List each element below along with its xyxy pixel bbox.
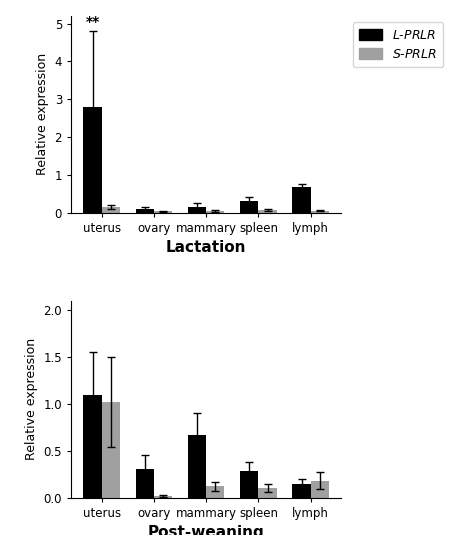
Bar [311,211,329,212]
Y-axis label: Relative expression: Relative expression [25,338,38,460]
Bar [83,107,101,212]
Bar [101,207,120,212]
Y-axis label: Relative expression: Relative expression [36,54,49,175]
X-axis label: Lactation: Lactation [166,240,246,255]
Bar [136,209,154,212]
Bar [240,201,258,212]
Bar [206,211,225,212]
Bar [258,210,277,212]
Legend: $\it{L}$-$\it{PRLR}$, $\it{S}$-$\it{PRLR}$: $\it{L}$-$\it{PRLR}$, $\it{S}$-$\it{PRLR… [353,22,443,67]
Bar [101,402,120,498]
Bar [240,471,258,498]
Bar [258,488,277,498]
Bar [292,187,311,212]
Bar [136,470,154,498]
Text: **: ** [85,16,100,29]
Bar [292,484,311,498]
Bar [311,481,329,498]
Bar [206,486,225,498]
Bar [188,435,206,498]
Bar [154,211,172,212]
Bar [83,395,101,498]
Bar [154,496,172,498]
Bar [188,207,206,212]
X-axis label: Post-weaning: Post-weaning [148,525,264,535]
